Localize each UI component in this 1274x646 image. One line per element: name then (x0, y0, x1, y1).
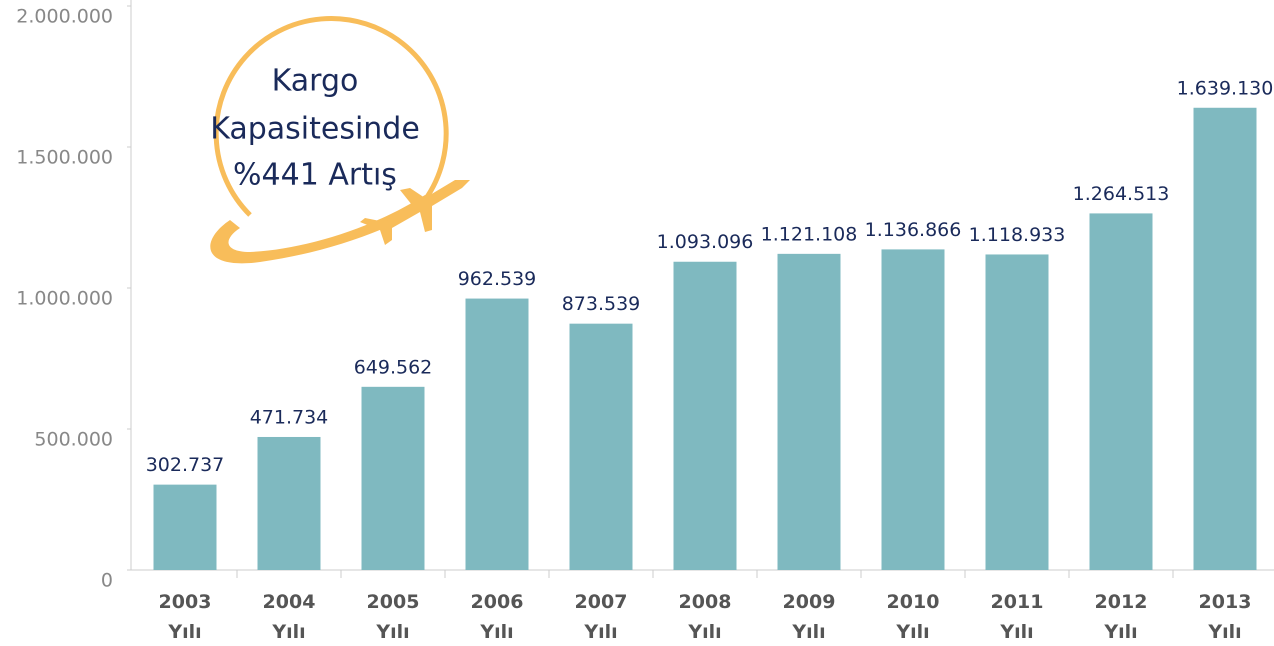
value-label: 471.734 (250, 406, 329, 428)
y-tick-label: 500.000 (34, 429, 113, 451)
bar (1089, 213, 1153, 570)
value-label: 1.136.866 (865, 219, 962, 241)
x-tick-label: 2011 Yılı (990, 591, 1044, 643)
x-tick-label: 2004 Yılı (262, 591, 316, 643)
bar (985, 254, 1049, 571)
bar (465, 298, 529, 570)
y-tick-label: 0 (101, 570, 113, 592)
value-label: 1.639.130 (1177, 77, 1274, 99)
value-label: 1.093.096 (657, 231, 754, 253)
annotation-badge: Kargo Kapasitesinde %441 Artış (210, 16, 470, 264)
value-label: 1.264.513 (1073, 183, 1170, 205)
swoosh (210, 195, 440, 264)
bar (673, 261, 737, 570)
value-label: 962.539 (458, 268, 537, 290)
value-label: 649.562 (354, 356, 433, 378)
annotation-line: Kapasitesinde (210, 112, 420, 147)
bar (569, 323, 633, 570)
value-label: 302.737 (146, 454, 225, 476)
value-label: 873.539 (562, 293, 641, 315)
bar (257, 436, 321, 570)
bar (777, 253, 841, 571)
x-tick-label: 2012 Yılı (1094, 591, 1148, 643)
bar (361, 386, 425, 570)
x-tick-label: 2008 Yılı (678, 591, 732, 643)
bar (881, 249, 945, 570)
x-tick-label: 2006 Yılı (470, 591, 524, 643)
y-tick-label: 1.000.000 (16, 288, 113, 310)
plane-icon (360, 180, 470, 245)
y-tick-label: 1.500.000 (16, 147, 113, 169)
x-tick-label: 2010 Yılı (886, 591, 940, 643)
x-tick-label: 2007 Yılı (574, 591, 628, 643)
y-tick-label: 2.000.000 (16, 6, 113, 28)
bar (1193, 107, 1257, 570)
x-tick-label: 2013 Yılı (1198, 591, 1252, 643)
value-label: 1.121.108 (761, 223, 858, 245)
value-label: 1.118.933 (969, 224, 1066, 246)
x-tick-label: 2005 Yılı (366, 591, 420, 643)
annotation-line: Kargo (272, 64, 359, 99)
bar (153, 484, 217, 570)
x-tick-label: 2003 Yılı (158, 591, 212, 643)
annotation-line: %441 Artış (233, 158, 397, 193)
annotation-circle (213, 16, 449, 217)
x-tick-label: 2009 Yılı (782, 591, 836, 643)
